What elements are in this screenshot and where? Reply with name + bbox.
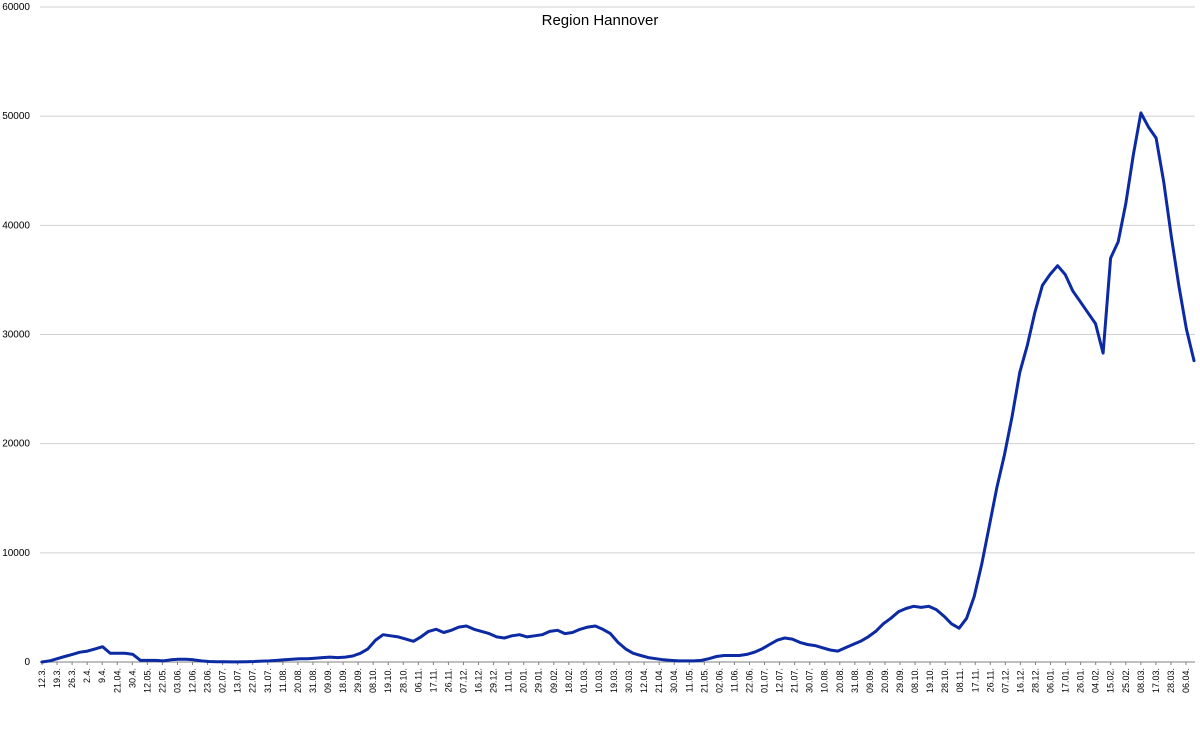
x-tick-label: 01.03. — [579, 668, 589, 693]
x-tick-label: 31.07. — [263, 668, 273, 693]
x-tick-label: 31.08. — [850, 668, 860, 693]
x-tick-label: 29.01. — [534, 668, 544, 693]
x-tick-label: 12.07. — [775, 668, 785, 693]
x-tick-label: 04.02. — [1091, 668, 1101, 693]
x-tick-label: 11.01. — [504, 668, 514, 692]
x-tick-label: 18.09. — [338, 668, 348, 693]
y-tick-label: 0 — [24, 657, 30, 668]
x-tick-label: 22.07. — [248, 668, 258, 693]
x-tick-label: 22.05. — [157, 668, 167, 693]
x-tick-label: 9.4. — [97, 668, 107, 683]
x-tick-label: 26.11. — [443, 668, 453, 692]
y-tick-label: 40000 — [2, 220, 30, 231]
x-tick-label: 20.01. — [519, 668, 529, 693]
x-tick-label: 26.01. — [1076, 668, 1086, 693]
x-tick-label: 11.06. — [729, 668, 739, 692]
x-tick-label: 20.09. — [880, 668, 890, 693]
x-tick-label: 30.04. — [669, 668, 679, 693]
x-tick-label: 16.12. — [1015, 668, 1025, 693]
x-tick-label: 03.06. — [172, 668, 182, 693]
series-layer — [40, 111, 1196, 664]
x-tick-label: 28.12. — [1030, 668, 1040, 693]
x-tick-label: 20.08. — [835, 668, 845, 693]
x-tick-label: 08.11. — [955, 668, 965, 692]
x-tick-label: 30.4. — [127, 668, 137, 688]
x-tick-label: 07.12. — [458, 668, 468, 693]
x-tick-label: 12.05. — [142, 668, 152, 693]
chart-title: Region Hannover — [542, 12, 659, 29]
y-axis-ticks: 0 10000 20000 30000 40000 50000 60000 — [2, 2, 30, 668]
x-tick-label: 26.3. — [67, 668, 77, 688]
x-tick-label: 17.03. — [1151, 668, 1161, 693]
x-tick-label: 19.3. — [52, 668, 62, 688]
x-tick-label: 30.07. — [805, 668, 815, 693]
x-tick-label: 21.05. — [699, 668, 709, 693]
y-tick-label: 60000 — [2, 2, 30, 13]
x-tick-label: 09.02. — [549, 668, 559, 693]
x-tick-label: 19.10. — [383, 668, 393, 693]
x-tick-label: 29.09. — [353, 668, 363, 693]
x-tick-label: 01.07. — [760, 668, 770, 693]
x-tick-label: 06.11. — [413, 668, 423, 692]
x-tick-label: 21.04. — [112, 668, 122, 693]
x-tick-label: 08.10. — [368, 668, 378, 693]
y-tick-label: 10000 — [2, 548, 30, 559]
x-tick-label: 07.12. — [1000, 668, 1010, 693]
x-tick-label: 09.09. — [323, 668, 333, 693]
x-tick-label: 09.09. — [865, 668, 875, 693]
x-tick-label: 28.10. — [940, 668, 950, 693]
x-tick-label: 20.08. — [293, 668, 303, 693]
x-tick-label: 21.07. — [790, 668, 800, 693]
y-tick-label: 20000 — [2, 439, 30, 450]
x-tick-label: 28.10. — [398, 668, 408, 693]
x-tick-label: 17.11. — [428, 668, 438, 692]
x-tick-label: 12.3. — [37, 668, 47, 688]
x-tick-label: 11.05. — [684, 668, 694, 692]
x-tick-label: 19.03. — [609, 668, 619, 693]
x-tick-label: 08.10. — [910, 668, 920, 693]
x-tick-label: 16.12. — [474, 668, 484, 693]
y-tick-label: 30000 — [2, 330, 30, 341]
x-tick-label: 17.01. — [1061, 668, 1071, 693]
gridlines — [40, 6, 1195, 554]
x-tick-label: 2.4. — [82, 668, 92, 683]
x-tick-label: 10.08. — [820, 668, 830, 693]
series-line — [40, 111, 1196, 664]
x-tick-label: 02.07. — [218, 668, 228, 693]
x-tick-label: 15.02. — [1106, 668, 1116, 693]
x-tick-label: 29.12. — [489, 668, 499, 693]
x-tick-label: 18.02. — [564, 668, 574, 693]
x-tick-label: 31.08. — [308, 668, 318, 693]
x-tick-label: 23.06. — [203, 668, 213, 693]
x-tick-label: 02.06. — [714, 668, 724, 693]
x-tick-label: 11.08. — [278, 668, 288, 692]
x-tick-label: 12.06. — [188, 668, 198, 693]
x-tick-label: 29.09. — [895, 668, 905, 693]
x-tick-label: 10.03. — [594, 668, 604, 693]
x-tick-label: 30.03. — [624, 668, 634, 693]
x-tick-label: 28.03. — [1166, 668, 1176, 693]
x-tick-label: 17.11. — [970, 668, 980, 692]
x-tick-label: 13.07. — [233, 668, 243, 693]
x-tick-label: 21.04. — [654, 668, 664, 693]
x-tick-label: 08.03. — [1136, 668, 1146, 693]
y-tick-label: 50000 — [2, 111, 30, 122]
x-tick-label: 26.11. — [985, 668, 995, 692]
x-tick-label: 19.10. — [925, 668, 935, 693]
x-tick-label: 06.04. — [1181, 668, 1191, 693]
x-tick-label: 12.04. — [639, 668, 649, 693]
x-tick-label: 22.06. — [744, 668, 754, 693]
x-tick-label: 06.01. — [1046, 668, 1056, 693]
x-axis-ticks: 12.3. 19.3. 26.3. 2.4. 9.4. 21.04. 30.4. 12.05.… — [37, 662, 1191, 693]
x-tick-label: 25.02. — [1121, 668, 1131, 693]
